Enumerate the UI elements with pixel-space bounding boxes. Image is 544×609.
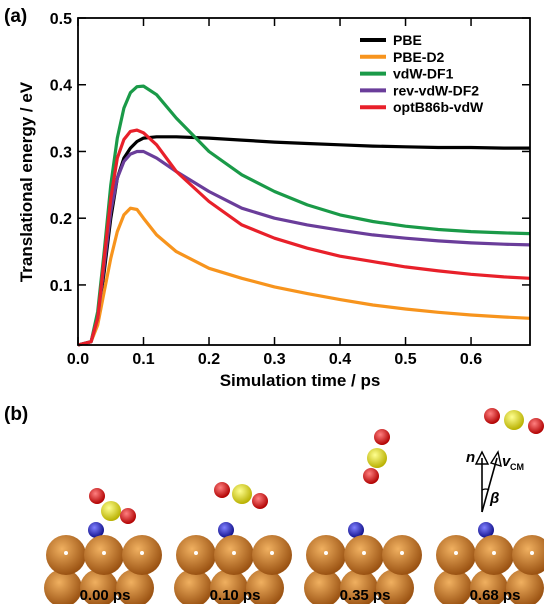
- y-tick-label: 0.1: [50, 278, 72, 295]
- x-tick-label: 0.2: [198, 351, 220, 368]
- atom: [101, 501, 121, 521]
- atom: [470, 569, 508, 607]
- x-tick-label: 0.4: [329, 351, 351, 368]
- atom: [512, 535, 544, 575]
- y-tick-label: 0.2: [50, 211, 72, 228]
- snapshot-label: 0.68 ps: [470, 587, 521, 604]
- atom: [64, 551, 68, 555]
- atom: [504, 410, 524, 430]
- arrow-head: [474, 450, 490, 465]
- atom: [376, 569, 414, 607]
- atom: [116, 569, 154, 607]
- y-tick-label: 0.5: [50, 11, 72, 28]
- atom: [232, 551, 236, 555]
- atom: [102, 551, 106, 555]
- atom: [252, 493, 268, 509]
- panel-label: (b): [4, 404, 28, 425]
- legend-label: optB86b-vdW: [393, 99, 484, 115]
- series-line: [77, 206, 531, 347]
- atom: [362, 551, 366, 555]
- atom: [89, 488, 105, 504]
- snapshots: 0.00 ps 0.10 ps 0.35 ps 0.68 ps n v CM β: [44, 408, 544, 607]
- angle-arc: [481, 488, 490, 491]
- plot-frame: [77, 17, 531, 346]
- atom: [174, 569, 212, 607]
- x-axis-label: Simulation time / ps: [220, 371, 381, 390]
- snapshot-label: 0.35 ps: [340, 587, 391, 604]
- atom: [400, 551, 404, 555]
- y-tick-label: 0.4: [50, 78, 72, 95]
- velocity-subscript: CM: [510, 462, 524, 472]
- atom: [210, 569, 248, 607]
- atom: [270, 551, 274, 555]
- arrow-head: [489, 450, 502, 468]
- normal-label: n: [466, 449, 475, 466]
- legend-label: PBE-D2: [393, 49, 445, 65]
- atom: [140, 551, 144, 555]
- y-tick-label: 0.3: [50, 144, 72, 161]
- atom: [506, 569, 544, 607]
- atom: [120, 508, 136, 524]
- atom: [44, 569, 82, 607]
- atom: [218, 522, 234, 538]
- series-line: [77, 128, 531, 347]
- legend-label: rev-vdW-DF2: [393, 82, 479, 98]
- snapshot-label: 0.10 ps: [210, 587, 261, 604]
- angle-label: β: [489, 490, 499, 507]
- panel-label: (a): [4, 6, 27, 27]
- atom: [232, 484, 252, 504]
- atom: [530, 551, 534, 555]
- velocity-label: v: [502, 453, 512, 470]
- legend-label: PBE: [393, 32, 422, 48]
- atom: [340, 569, 378, 607]
- atom: [194, 551, 198, 555]
- legend-label: vdW-DF1: [393, 66, 454, 82]
- atom: [324, 551, 328, 555]
- atom: [478, 522, 494, 538]
- velocity-arrow: [481, 457, 498, 513]
- atom: [492, 551, 496, 555]
- snapshot-label: 0.00 ps: [80, 587, 131, 604]
- x-tick-label: 0.0: [67, 351, 89, 368]
- x-tick-label: 0.6: [460, 351, 482, 368]
- atom: [214, 482, 230, 498]
- atom: [88, 522, 104, 538]
- atom: [80, 569, 118, 607]
- atom: [454, 551, 458, 555]
- x-tick-label: 0.5: [394, 351, 416, 368]
- atom: [374, 429, 390, 445]
- atom: [304, 569, 342, 607]
- atom: [246, 569, 284, 607]
- atom: [528, 418, 544, 434]
- atom: [434, 569, 472, 607]
- atom: [348, 522, 364, 538]
- x-tick-label: 0.3: [263, 351, 285, 368]
- series-line: [77, 84, 531, 347]
- atom: [484, 408, 500, 424]
- atom: [363, 468, 379, 484]
- y-axis-label: Translational energy / eV: [17, 81, 36, 282]
- x-tick-label: 0.1: [132, 351, 154, 368]
- atom: [367, 448, 387, 468]
